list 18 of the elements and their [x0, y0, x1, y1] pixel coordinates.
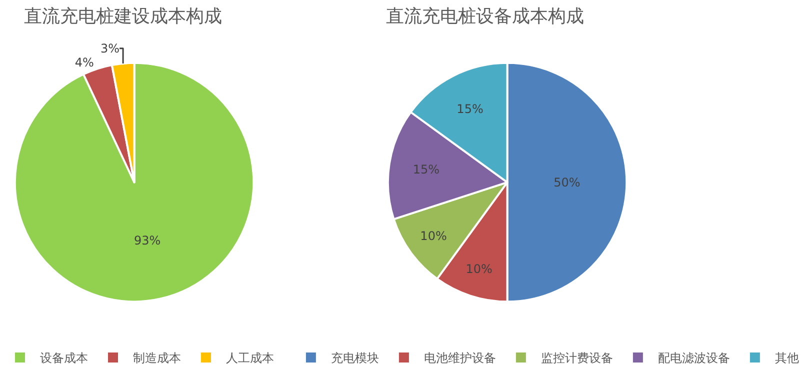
data-label: 4% [74, 55, 94, 70]
legend-label: 制造成本 [133, 351, 181, 366]
data-label: 10% [420, 228, 447, 243]
data-label: 10% [466, 262, 492, 276]
data-label: 15% [412, 162, 440, 176]
chart-title: 直流充电桩建设成本构成 [24, 6, 222, 26]
legend-label: 配电滤波设备 [658, 351, 730, 366]
legend-label: 电池维护设备 [424, 351, 496, 366]
data-label: 15% [456, 102, 484, 116]
legend-label: 其他 [774, 351, 799, 366]
data-label: 3% [100, 41, 120, 56]
data-label: 50% [554, 175, 580, 190]
legend-label: 监控计费设备 [540, 351, 613, 366]
data-label: 93% [134, 234, 161, 248]
legend-label: 设备成本 [40, 351, 88, 366]
legend-label: 人工成本 [226, 351, 274, 366]
chart-title: 直流充电桩设备成本构成 [386, 6, 584, 27]
legend-label: 充电模块 [330, 351, 379, 366]
